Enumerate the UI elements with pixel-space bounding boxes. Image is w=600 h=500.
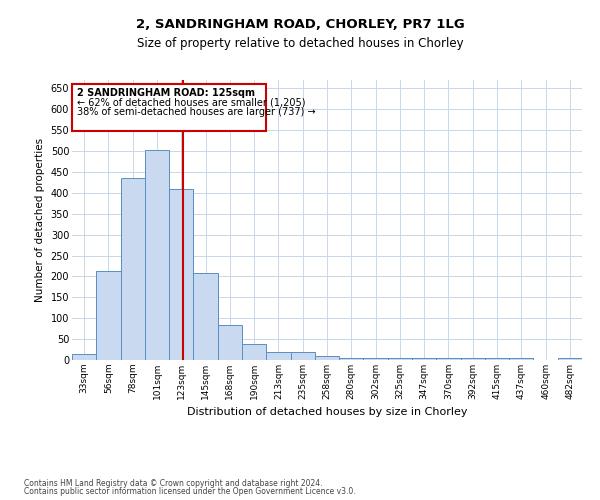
FancyBboxPatch shape [72, 84, 266, 131]
Bar [436, 358, 461, 360]
Bar [145, 150, 169, 360]
Text: 2 SANDRINGHAM ROAD: 125sqm: 2 SANDRINGHAM ROAD: 125sqm [77, 88, 255, 99]
Text: Contains HM Land Registry data © Crown copyright and database right 2024.: Contains HM Land Registry data © Crown c… [24, 478, 323, 488]
Bar [266, 352, 290, 360]
Text: Size of property relative to detached houses in Chorley: Size of property relative to detached ho… [137, 38, 463, 51]
Bar [315, 356, 339, 360]
Bar [388, 358, 412, 360]
X-axis label: Distribution of detached houses by size in Chorley: Distribution of detached houses by size … [187, 408, 467, 418]
Text: 38% of semi-detached houses are larger (737) →: 38% of semi-detached houses are larger (… [77, 106, 316, 117]
Text: 2, SANDRINGHAM ROAD, CHORLEY, PR7 1LG: 2, SANDRINGHAM ROAD, CHORLEY, PR7 1LG [136, 18, 464, 30]
Bar [364, 358, 388, 360]
Text: Contains public sector information licensed under the Open Government Licence v3: Contains public sector information licen… [24, 487, 356, 496]
Bar [72, 354, 96, 360]
Bar [290, 352, 315, 360]
Bar [485, 358, 509, 360]
Bar [509, 358, 533, 360]
Bar [412, 358, 436, 360]
Bar [96, 272, 121, 360]
Bar [169, 190, 193, 360]
Bar [461, 358, 485, 360]
Bar [193, 274, 218, 360]
Bar [121, 178, 145, 360]
Y-axis label: Number of detached properties: Number of detached properties [35, 138, 45, 302]
Bar [218, 326, 242, 360]
Bar [558, 358, 582, 360]
Bar [339, 358, 364, 360]
Text: ← 62% of detached houses are smaller (1,205): ← 62% of detached houses are smaller (1,… [77, 98, 305, 108]
Bar [242, 344, 266, 360]
